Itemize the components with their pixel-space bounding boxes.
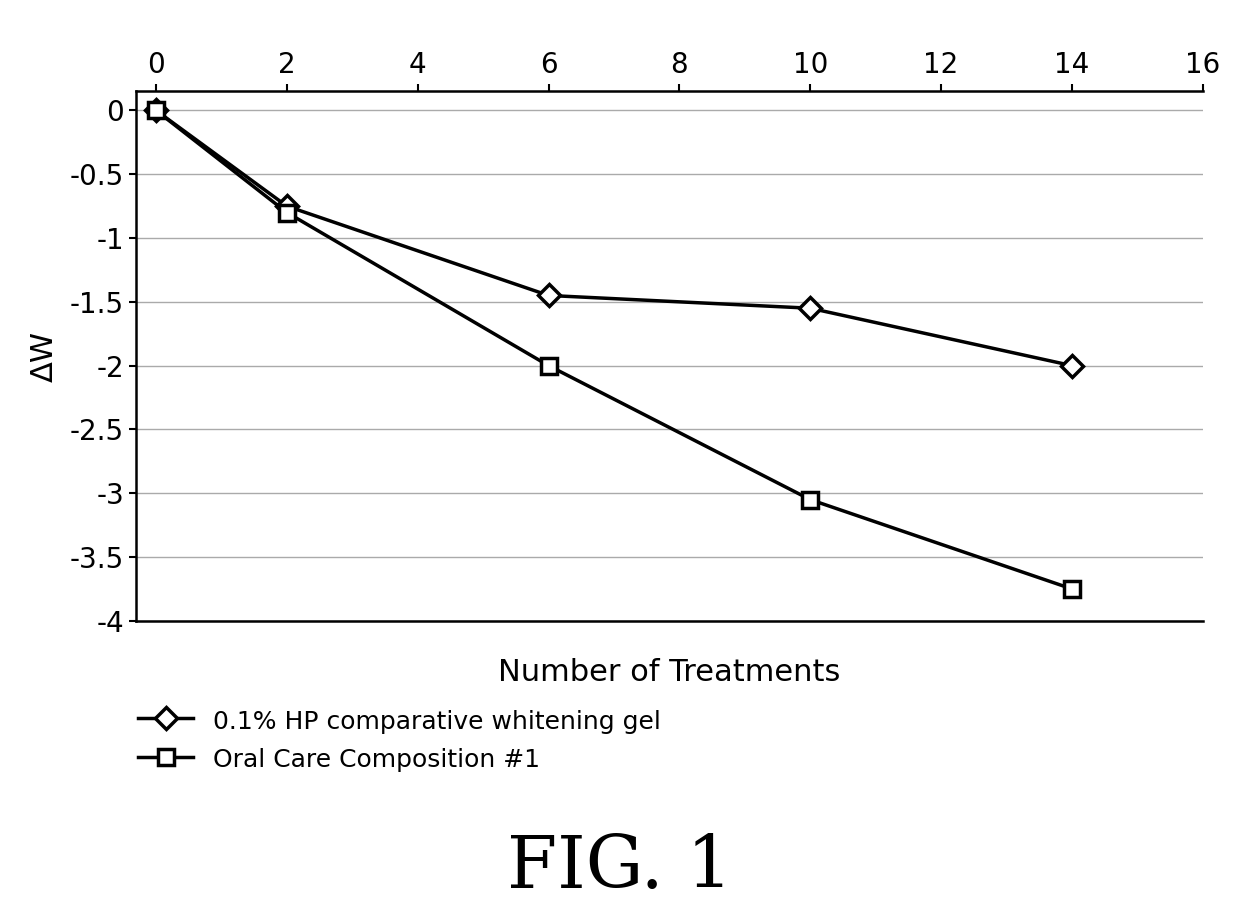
- Text: FIG. 1: FIG. 1: [507, 832, 733, 903]
- Legend: 0.1% HP comparative whitening gel, Oral Care Composition #1: 0.1% HP comparative whitening gel, Oral …: [138, 708, 661, 772]
- Y-axis label: ΔW: ΔW: [30, 331, 58, 382]
- Text: Number of Treatments: Number of Treatments: [498, 658, 841, 687]
